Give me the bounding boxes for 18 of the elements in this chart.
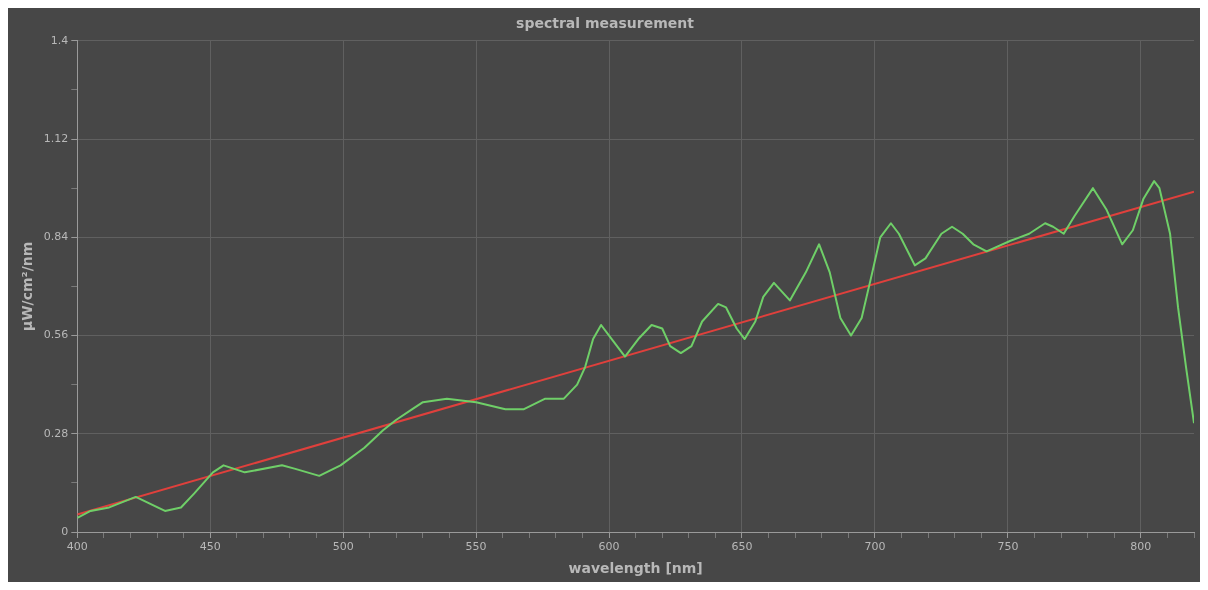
chart-title: spectral measurement [516,15,695,32]
y-tick-label: 1.12 [43,131,69,145]
y-tick-label: 0.28 [43,426,69,440]
x-tick-label: 550 [465,540,487,554]
x-tick-label: 700 [864,540,886,554]
x-tick-label: 650 [731,540,753,554]
x-tick-label: 450 [199,540,221,554]
y-tick-label: 0 [61,524,69,538]
y-tick-label: 1.4 [50,33,69,47]
y-axis-title: μW/cm²/nm [19,241,36,332]
x-tick-label: 400 [66,540,88,554]
y-tick-label: 0.56 [43,328,69,342]
x-tick-label: 800 [1130,540,1152,554]
x-tick-label: 750 [997,540,1019,554]
x-tick-label: 600 [598,540,620,554]
x-tick-label: 500 [332,540,354,554]
x-axis-title: wavelength [nm] [568,560,703,577]
y-tick-label: 0.84 [43,230,69,244]
